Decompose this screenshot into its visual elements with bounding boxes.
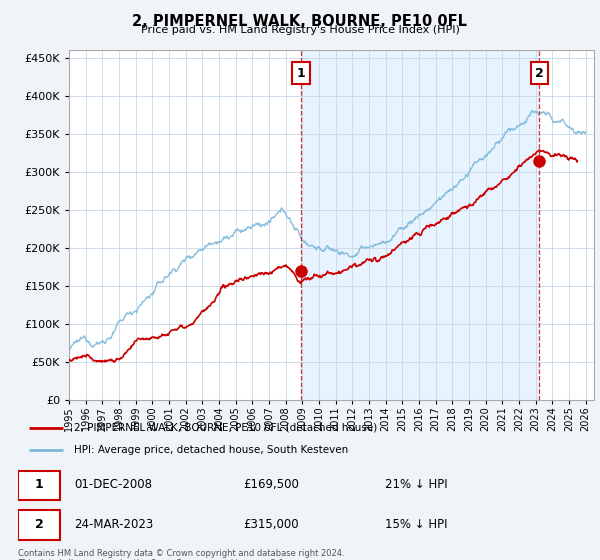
Text: Contains HM Land Registry data © Crown copyright and database right 2024.
This d: Contains HM Land Registry data © Crown c… xyxy=(18,549,344,560)
Text: £169,500: £169,500 xyxy=(244,478,299,491)
Text: 15% ↓ HPI: 15% ↓ HPI xyxy=(385,517,447,530)
Text: 24-MAR-2023: 24-MAR-2023 xyxy=(74,517,154,530)
Bar xyxy=(301,50,539,400)
Text: Price paid vs. HM Land Registry's House Price Index (HPI): Price paid vs. HM Land Registry's House … xyxy=(140,25,460,35)
Text: 01-DEC-2008: 01-DEC-2008 xyxy=(74,478,152,491)
FancyBboxPatch shape xyxy=(18,471,60,500)
Text: 2: 2 xyxy=(535,67,544,80)
Text: 2, PIMPERNEL WALK, BOURNE, PE10 0FL (detached house): 2, PIMPERNEL WALK, BOURNE, PE10 0FL (det… xyxy=(74,423,377,433)
Text: 2, PIMPERNEL WALK, BOURNE, PE10 0FL: 2, PIMPERNEL WALK, BOURNE, PE10 0FL xyxy=(133,14,467,29)
FancyBboxPatch shape xyxy=(18,510,60,540)
Text: 21% ↓ HPI: 21% ↓ HPI xyxy=(385,478,447,491)
Text: £315,000: £315,000 xyxy=(244,517,299,530)
Text: 1: 1 xyxy=(35,478,44,491)
Text: HPI: Average price, detached house, South Kesteven: HPI: Average price, detached house, Sout… xyxy=(74,445,349,455)
Text: 2: 2 xyxy=(35,517,44,530)
Text: 1: 1 xyxy=(296,67,305,80)
